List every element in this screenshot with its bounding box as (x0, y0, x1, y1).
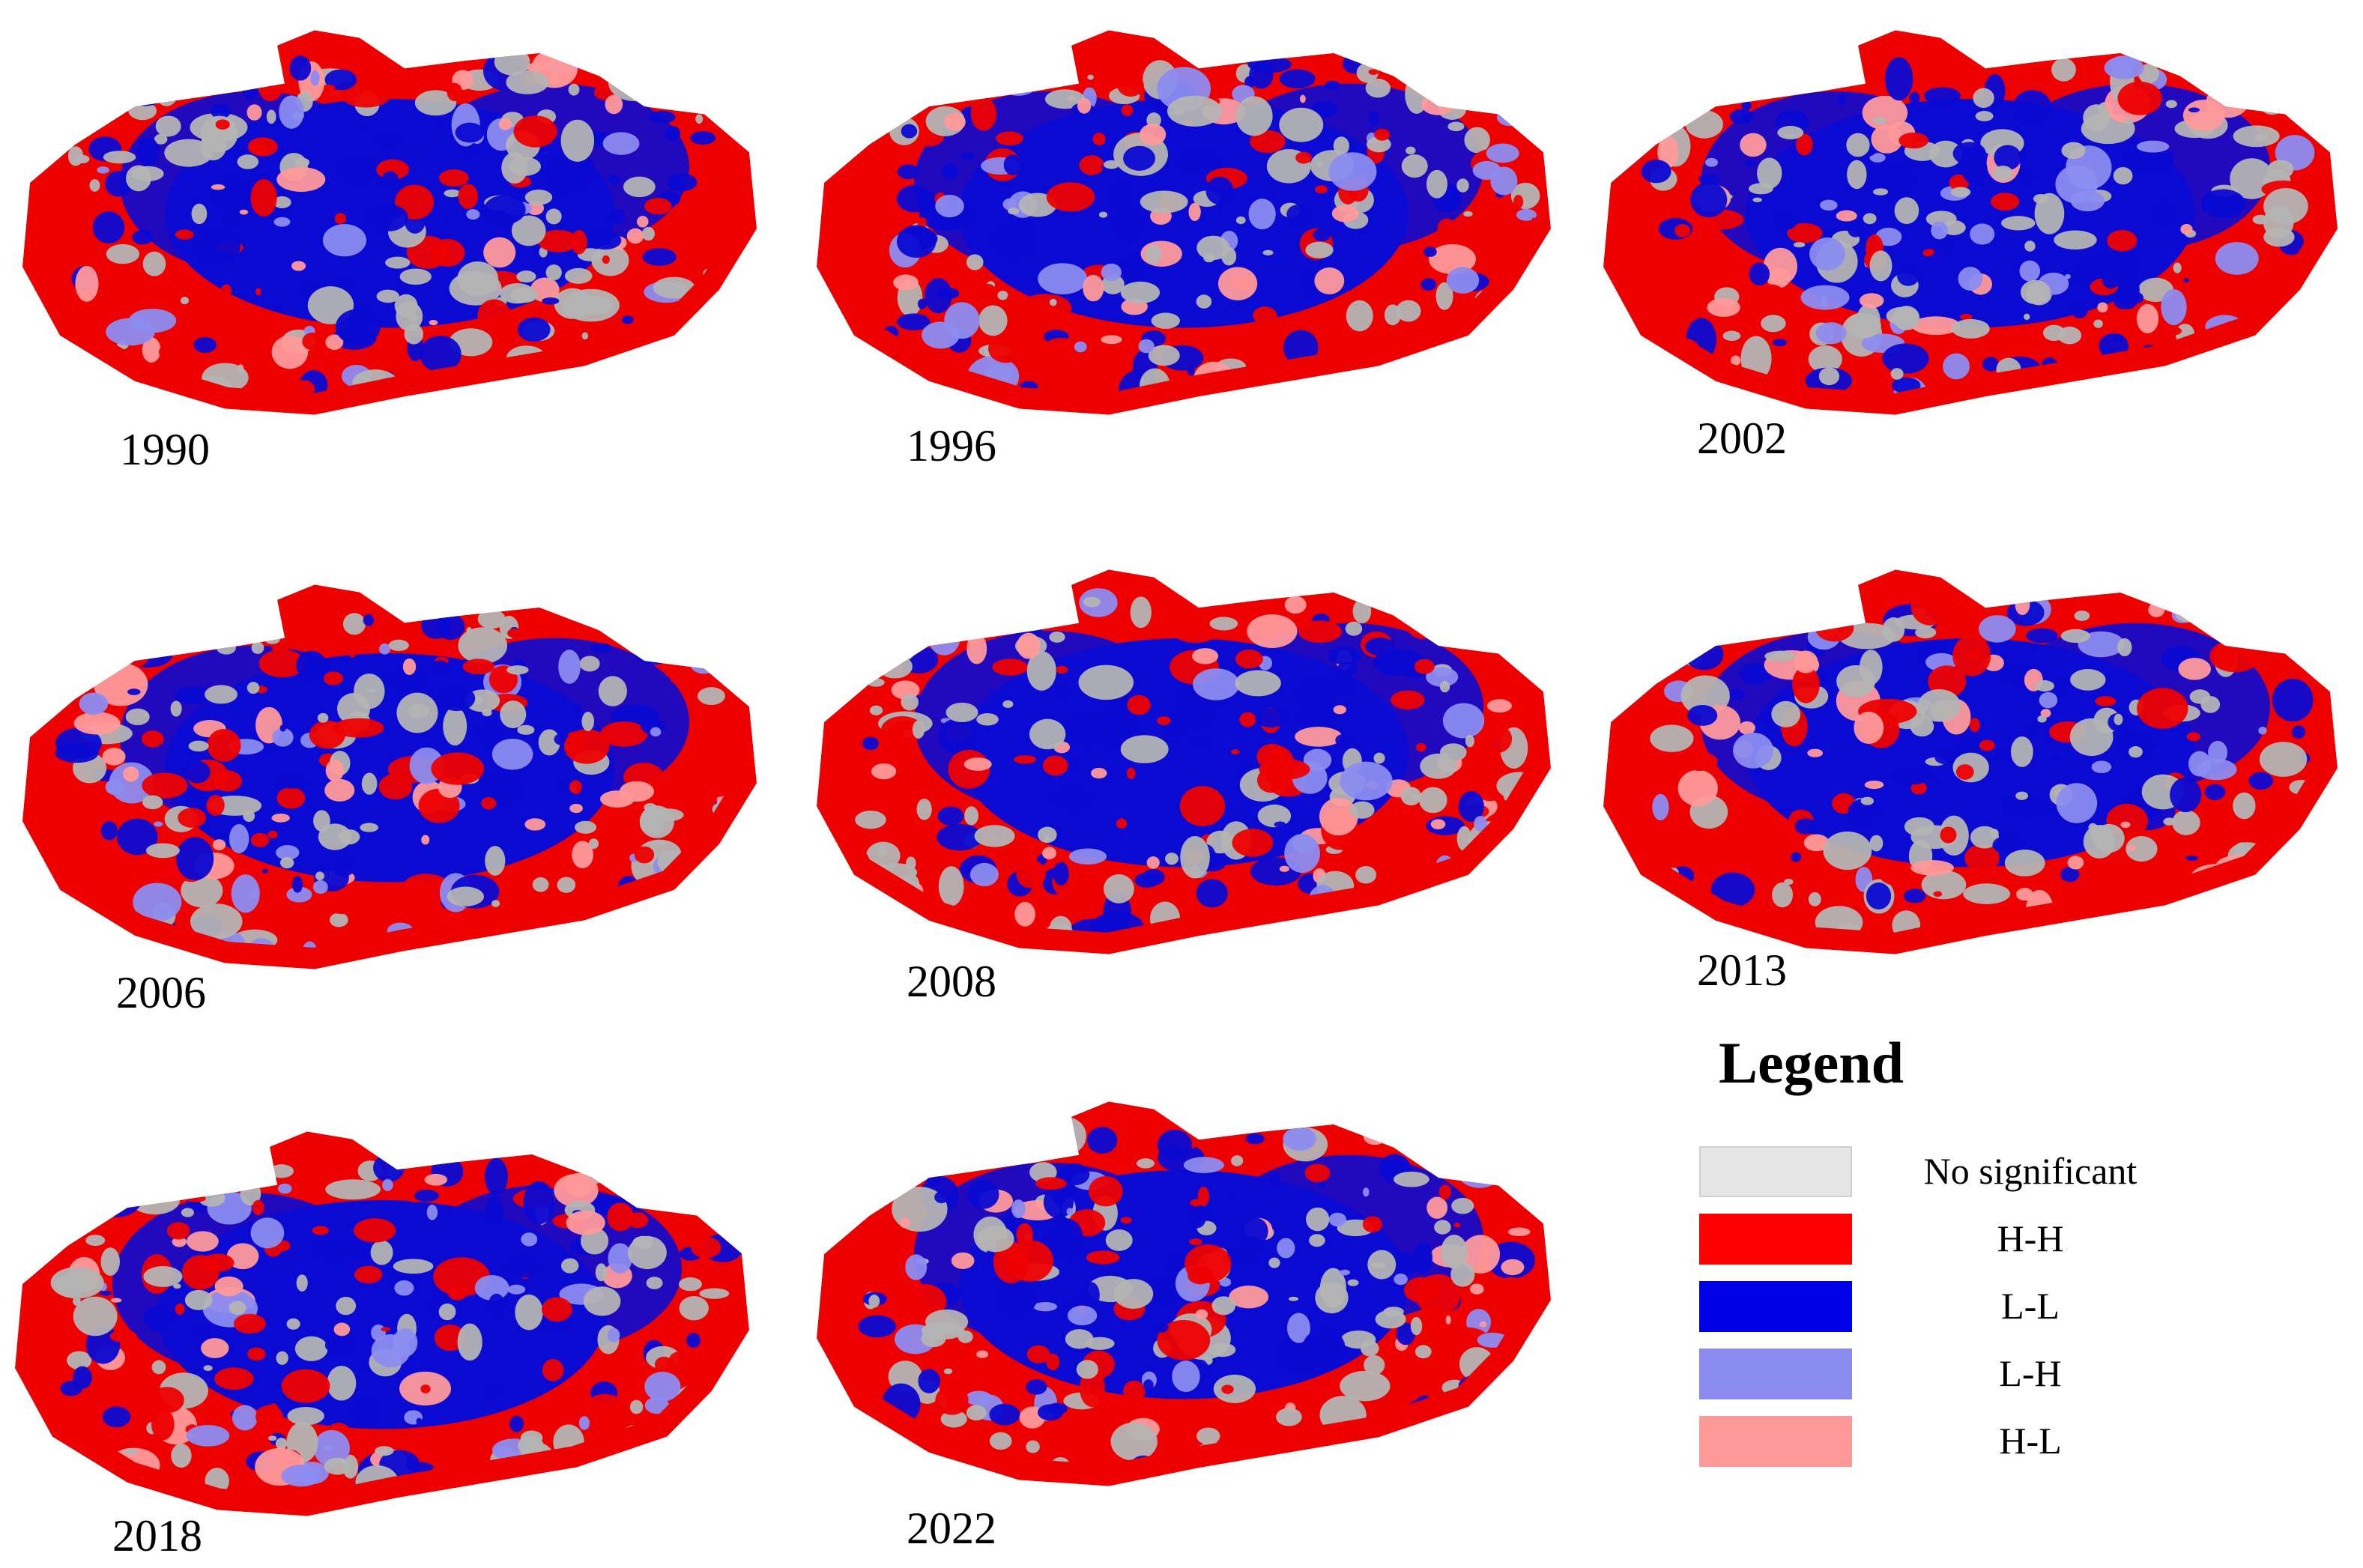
legend-item-no-significant: No significant (1686, 1146, 2210, 1199)
cluster-map-2018 (15, 1131, 749, 1516)
map-panel-2018 (7, 1116, 757, 1536)
year-label-2013: 2013 (1697, 945, 1787, 995)
year-label-1990: 1990 (120, 425, 210, 474)
legend-item-ll: L-L (1686, 1281, 2210, 1334)
legend-swatch-lh (1699, 1348, 1852, 1399)
cluster-map-1990 (22, 30, 757, 415)
cluster-map-2006 (22, 584, 757, 969)
legend-swatch-ll (1699, 1281, 1852, 1332)
legend-item-hh: H-H (1686, 1214, 2210, 1266)
legend-label-lh: L-H (1999, 1352, 2062, 1394)
legend-swatch-hl (1699, 1416, 1852, 1467)
map-panel-2006 (15, 569, 764, 989)
year-label-1996: 1996 (907, 421, 996, 470)
map-panel-2013 (1596, 554, 2345, 974)
year-label-2018: 2018 (112, 1511, 202, 1561)
cluster-map-2022 (817, 1101, 1551, 1486)
legend-label-ll: L-L (2001, 1285, 2060, 1327)
map-panel-2022 (809, 1086, 1558, 1506)
legend-item-lh: L-H (1686, 1348, 2210, 1401)
legend-title: Legend (1719, 1030, 1904, 1095)
map-panel-2008 (809, 554, 1558, 974)
year-label-2022: 2022 (907, 1504, 996, 1553)
year-label-2006: 2006 (116, 968, 206, 1017)
cluster-map-1996 (817, 30, 1551, 415)
cluster-map-2002 (1603, 30, 2338, 415)
year-label-2008: 2008 (907, 957, 996, 1006)
legend-label-no-significant: No significant (1923, 1150, 2137, 1192)
legend: Legend No significant H-H L-L L-H H-L (1686, 1034, 2210, 1498)
cluster-map-2008 (817, 569, 1551, 954)
map-panel-2002 (1596, 15, 2345, 435)
legend-label-hl: H-L (1999, 1420, 2062, 1462)
cluster-map-2013 (1603, 569, 2338, 954)
year-label-2002: 2002 (1697, 414, 1787, 463)
map-panel-1996 (809, 15, 1558, 435)
legend-swatch-hh (1699, 1214, 1852, 1265)
legend-swatch-no-significant (1699, 1146, 1852, 1197)
legend-label-hh: H-H (1997, 1217, 2064, 1259)
legend-item-hl: H-L (1686, 1416, 2210, 1468)
map-panel-1990 (15, 15, 764, 435)
